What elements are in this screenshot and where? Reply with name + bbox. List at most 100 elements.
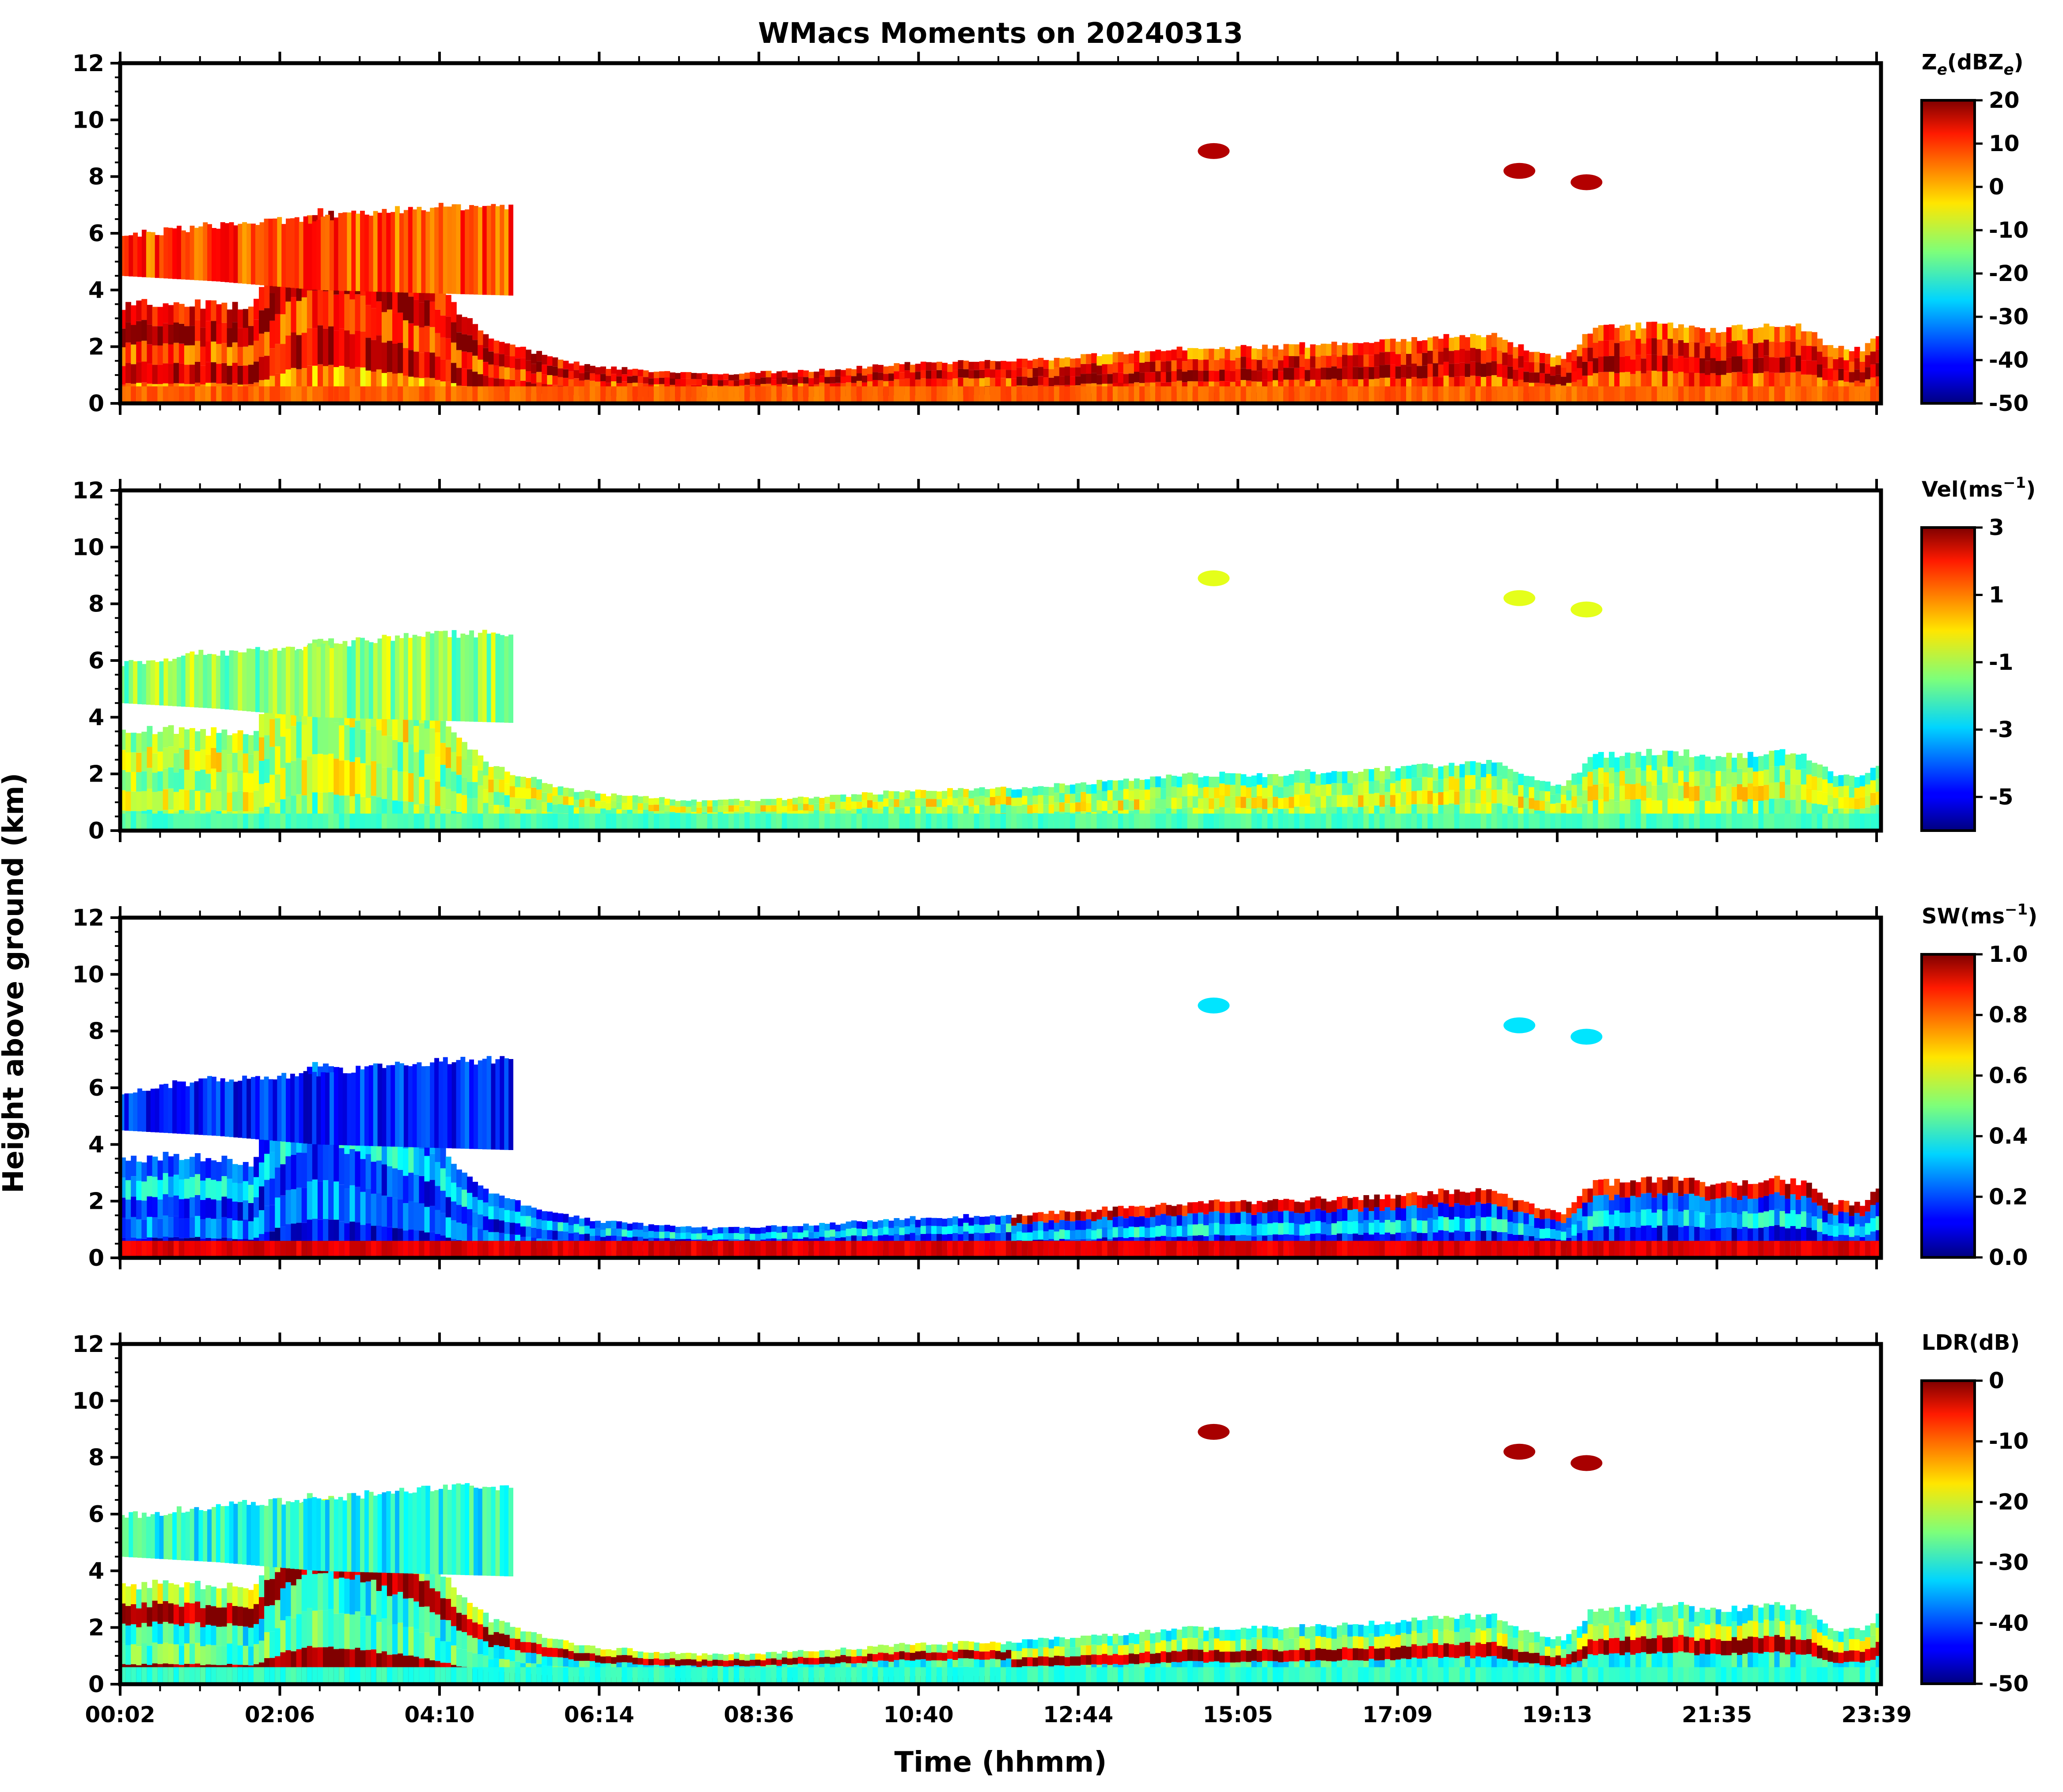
echo-cell <box>456 368 462 386</box>
echo-cell <box>771 373 777 380</box>
echo-cell <box>563 805 569 814</box>
surface-cell <box>579 813 585 831</box>
echo-cell <box>1209 370 1214 382</box>
echo-cell <box>280 737 286 768</box>
echo-cell <box>787 379 793 385</box>
echo-cell <box>653 372 660 378</box>
surface-cell <box>755 386 761 403</box>
surface-cell <box>1427 386 1433 403</box>
echo-cell <box>1203 360 1209 371</box>
upper-layer-cell <box>194 228 199 281</box>
echo-cell <box>557 359 564 368</box>
colorbar-tick-label: -20 <box>1989 261 2029 286</box>
echo-cell <box>1139 362 1145 373</box>
upper-layer-cell <box>391 212 396 292</box>
echo-cell <box>1427 777 1433 791</box>
upper-layer-cell <box>172 659 177 706</box>
echo-cell <box>1550 366 1556 376</box>
echo-cell <box>798 797 804 804</box>
echo-cell <box>1753 373 1759 388</box>
surface-cell <box>440 1241 446 1258</box>
echo-cell <box>237 750 243 771</box>
echo-cell <box>1150 372 1156 383</box>
echo-cell <box>141 751 148 771</box>
echo-cell <box>1182 785 1188 797</box>
upper-layer-cell <box>474 637 478 722</box>
echo-cell <box>1048 787 1054 796</box>
surface-cell <box>1833 813 1839 831</box>
echo-cell <box>1715 361 1722 375</box>
upper-layer-cell <box>264 651 269 713</box>
echo-cell <box>1486 760 1492 774</box>
echo-cell <box>1635 783 1642 799</box>
echo-cell <box>1513 369 1519 381</box>
surface-cell <box>1684 813 1689 831</box>
echo-cell <box>1086 803 1092 812</box>
surface-cell <box>269 386 276 403</box>
echo-cell <box>1305 793 1311 806</box>
echo-cell <box>392 1168 398 1198</box>
surface-cell <box>637 813 644 831</box>
echo-cell <box>344 1188 350 1223</box>
surface-cell <box>1571 813 1578 831</box>
surface-cell <box>1497 813 1503 831</box>
echo-cell <box>403 713 409 742</box>
surface-cell <box>1593 386 1599 403</box>
echo-cell <box>1166 350 1172 361</box>
echo-cell <box>904 806 910 815</box>
echo-cell <box>456 775 462 793</box>
surface-cell <box>1299 813 1305 831</box>
surface-cell <box>1032 813 1039 831</box>
echo-cell <box>1785 341 1791 357</box>
echo-cell <box>1454 778 1460 792</box>
echo-cell <box>440 765 446 787</box>
surface-cell <box>344 386 350 403</box>
echo-cell <box>1790 753 1796 769</box>
surface-cell <box>1390 813 1396 831</box>
surface-cell <box>616 813 622 831</box>
echo-cell <box>1422 763 1428 777</box>
echo-cell <box>664 805 670 812</box>
echo-cell <box>1464 775 1471 789</box>
surface-cell <box>547 813 553 831</box>
echo-cell <box>178 789 185 810</box>
echo-cell <box>1753 358 1759 373</box>
echo-cell <box>1609 356 1615 372</box>
echo-cell <box>248 306 254 326</box>
echo-cell <box>131 364 137 384</box>
upper-layer-cell <box>255 647 260 712</box>
echo-cell <box>125 363 131 383</box>
echo-cell <box>216 772 222 792</box>
echo-cell <box>190 364 195 384</box>
surface-cell <box>1112 386 1119 403</box>
echo-cell <box>344 294 350 330</box>
surface-cell <box>659 386 665 403</box>
echo-cell <box>381 342 387 373</box>
echo-cell <box>456 332 462 350</box>
echo-cell <box>589 791 595 799</box>
echo-cell <box>963 361 969 369</box>
echo-cell <box>755 379 761 385</box>
echo-cell <box>1667 338 1673 355</box>
surface-cell <box>1400 813 1407 831</box>
upper-layer-cell <box>268 649 273 714</box>
surface-cell <box>269 813 276 831</box>
echo-cell <box>1657 800 1663 816</box>
echo-cell <box>462 351 467 369</box>
echo-cell <box>440 337 446 360</box>
echo-cell <box>1475 376 1481 390</box>
echo-cell <box>979 369 985 378</box>
surface-cell <box>398 1241 403 1258</box>
echo-cell <box>552 366 558 376</box>
surface-cell <box>360 1241 366 1258</box>
echo-cell <box>301 1153 307 1188</box>
echo-cell <box>670 372 675 379</box>
echo-cell <box>1032 804 1039 813</box>
echo-cell <box>1128 790 1134 801</box>
echo-cell <box>1001 804 1006 813</box>
echo-cell <box>243 773 249 792</box>
echo-cell <box>1705 346 1711 361</box>
surface-cell <box>445 1241 451 1258</box>
echo-cell <box>1128 781 1134 791</box>
surface-cell <box>254 386 259 403</box>
